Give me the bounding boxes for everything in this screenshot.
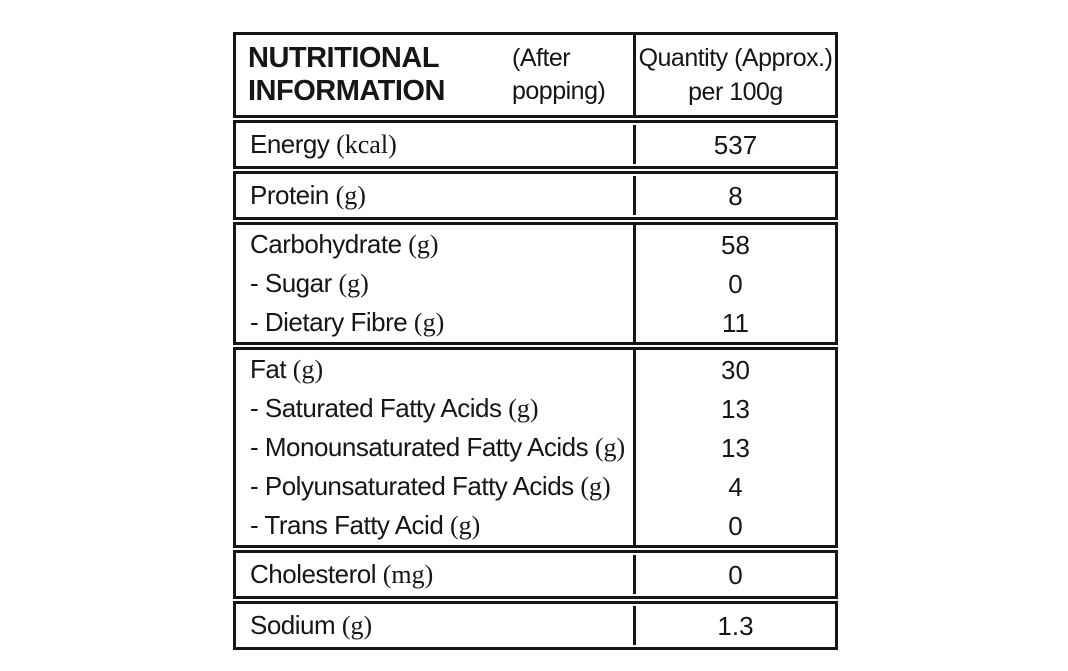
table-group: Carbohydrate (g) 58- Sugar (g) 0- Dietary …	[233, 222, 838, 345]
row-name: - Trans Fatty Acid	[250, 510, 451, 540]
row-name: - Saturated Fatty Acids	[250, 393, 509, 423]
row-unit: (g)	[450, 511, 481, 540]
table-header-group: NUTRITIONAL INFORMATION (After popping) …	[233, 32, 838, 118]
table-group: Cholesterol (mg) 0	[233, 550, 838, 599]
row-name: - Sugar	[250, 268, 339, 298]
table-group: Protein (g) 8	[233, 171, 838, 220]
row-unit: (g)	[594, 433, 626, 462]
table-header-row: NUTRITIONAL INFORMATION (After popping) …	[236, 35, 835, 115]
row-label: Energy (kcal)	[236, 125, 633, 164]
row-name: Cholesterol	[250, 559, 383, 589]
table-row: Sodium (g) 1.3	[236, 604, 835, 647]
row-label: Fat (g)	[236, 350, 633, 389]
row-label: - Polyunsaturated Fatty Acids (g)	[236, 467, 633, 506]
quantity-header-cell: Quantity (Approx.) per 100g	[633, 35, 835, 115]
row-unit: (g)	[341, 611, 373, 640]
row-value: 1.3	[633, 606, 835, 645]
row-value: 537	[633, 125, 835, 164]
header-subtitle: (After popping)	[512, 44, 606, 105]
row-value: 4	[633, 467, 835, 506]
header-title: NUTRITIONAL INFORMATION	[248, 42, 445, 107]
row-name: Fat	[250, 354, 293, 384]
row-value: 11	[633, 303, 835, 342]
row-name: Sodium	[250, 610, 342, 640]
row-label: - Monounsaturated Fatty Acids (g)	[236, 428, 633, 467]
row-name: Carbohydrate	[250, 229, 409, 259]
row-value: 30	[633, 350, 835, 389]
table-group: Sodium (g) 1.3	[233, 601, 838, 650]
row-value: 58	[633, 225, 835, 264]
row-value: 0	[633, 506, 835, 545]
table-group: Fat (g) 30- Saturated Fatty Acids (g) 13- …	[233, 347, 838, 548]
table-row: Cholesterol (mg) 0	[236, 553, 835, 596]
row-unit: (g)	[580, 472, 611, 501]
table-row: Energy (kcal) 537	[236, 123, 835, 166]
row-unit: (g)	[508, 394, 539, 423]
row-label: Carbohydrate (g)	[236, 225, 633, 264]
table-row: - Monounsaturated Fatty Acids (g) 13	[236, 428, 835, 467]
row-name: Energy	[250, 129, 337, 159]
row-unit: (g)	[292, 355, 324, 384]
row-label: Cholesterol (mg)	[236, 555, 633, 594]
table-row: Protein (g) 8	[236, 174, 835, 217]
row-label: Protein (g)	[236, 176, 633, 215]
row-label: - Sugar (g)	[236, 264, 633, 303]
row-unit: (mg)	[382, 560, 434, 589]
row-value: 8	[633, 176, 835, 215]
row-name: - Dietary Fibre	[250, 307, 414, 337]
table-row: Carbohydrate (g) 58	[236, 225, 835, 264]
nutrition-table: NUTRITIONAL INFORMATION (After popping) …	[233, 32, 838, 650]
row-name: Protein	[250, 180, 336, 210]
row-value: 0	[633, 555, 835, 594]
row-value: 0	[633, 264, 835, 303]
header-left-cell: NUTRITIONAL INFORMATION (After popping)	[236, 35, 633, 115]
row-label: - Saturated Fatty Acids (g)	[236, 389, 633, 428]
row-label: - Dietary Fibre (g)	[236, 303, 633, 342]
table-group: Energy (kcal) 537	[233, 120, 838, 169]
row-label: - Trans Fatty Acid (g)	[236, 506, 633, 545]
table-row: - Saturated Fatty Acids (g) 13	[236, 389, 835, 428]
table-row: - Dietary Fibre (g) 11	[236, 303, 835, 342]
row-unit: (g)	[338, 269, 369, 298]
quantity-header-line1: Quantity (Approx.)	[638, 44, 833, 72]
row-name: - Monounsaturated Fatty Acids	[250, 432, 595, 462]
table-row: Fat (g) 30	[236, 350, 835, 389]
table-row: - Trans Fatty Acid (g) 0	[236, 506, 835, 545]
row-value: 13	[633, 389, 835, 428]
row-value: 13	[633, 428, 835, 467]
row-unit: (g)	[408, 230, 439, 259]
row-name: - Polyunsaturated Fatty Acids	[250, 471, 581, 501]
row-unit: (g)	[413, 308, 445, 337]
table-row: - Sugar (g) 0	[236, 264, 835, 303]
row-unit: (g)	[335, 181, 366, 210]
row-unit: (kcal)	[336, 130, 397, 159]
row-label: Sodium (g)	[236, 606, 633, 645]
table-row: - Polyunsaturated Fatty Acids (g) 4	[236, 467, 835, 506]
quantity-header-line2: per 100g	[688, 78, 783, 106]
